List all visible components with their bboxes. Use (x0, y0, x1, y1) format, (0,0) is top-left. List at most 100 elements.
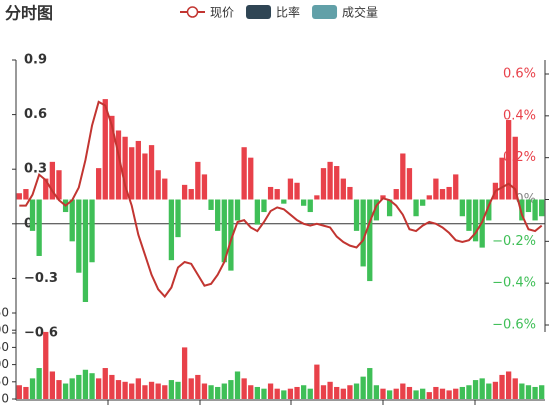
volume-bar (492, 381, 499, 399)
volume-bar (241, 378, 247, 399)
ratio-bar (168, 199, 175, 261)
volume-bar (221, 383, 227, 399)
ratio-bar (36, 199, 42, 256)
ratio-bar (148, 145, 155, 200)
ratio-bar (274, 189, 280, 200)
y2-tick-label: −0.2% (492, 234, 536, 249)
y2-tick-label: −0.4% (492, 276, 536, 291)
volume-bar (512, 378, 518, 399)
volume-bar (261, 388, 267, 399)
volume-bar (433, 386, 439, 399)
volume-bar (129, 383, 135, 399)
volume-bar (168, 380, 175, 399)
ratio-bar (294, 182, 300, 200)
volume-bar (281, 390, 287, 399)
legend-swatch (312, 5, 338, 19)
volume-bar (43, 331, 49, 399)
legend-marker (186, 6, 199, 18)
volume-bar (532, 386, 538, 399)
legend-label: 成交量 (342, 5, 378, 20)
ratio-bar (102, 99, 108, 200)
volume-tick-label: 50 (0, 374, 9, 388)
volume-bar (82, 369, 89, 399)
volume-bar (122, 381, 128, 399)
volume-bar (486, 383, 492, 399)
y-tick-label: 0.3 (24, 162, 47, 177)
volume-bar (102, 368, 108, 399)
volume-tick-label: 250 (0, 306, 9, 320)
ratio-bar (287, 178, 294, 200)
volume-bar (294, 386, 300, 399)
volume-tick-label: 150 (0, 340, 9, 354)
ratio-bar (261, 199, 267, 213)
volume-tick-label: 0 (1, 392, 9, 406)
ratio-bar (386, 199, 393, 217)
y-tick-label: 0.9 (24, 53, 47, 68)
ratio-bar (334, 166, 340, 200)
ratio-bar (373, 199, 380, 221)
ratio-bar (367, 199, 373, 282)
volume-bar (142, 385, 148, 399)
volume-bar (135, 378, 141, 399)
volume-bar (539, 385, 545, 399)
ratio-bar (234, 199, 241, 221)
ratio-bar (519, 199, 525, 221)
ratio-bar (505, 120, 512, 200)
volume-bar (181, 347, 188, 399)
ratio-bar (248, 157, 254, 200)
volume-bar (62, 383, 69, 399)
volume-bar (76, 374, 82, 399)
volume-bar (16, 385, 22, 399)
volume-bar (175, 381, 181, 399)
ratio-bar (208, 199, 214, 210)
ratio-bar (241, 147, 247, 200)
volume-bar (267, 383, 274, 399)
ratio-bar (76, 199, 82, 273)
volume-bar (109, 374, 115, 399)
ratio-bar (406, 168, 413, 200)
volume-bar (162, 385, 168, 399)
volume-bar (426, 392, 432, 399)
volume-bar (413, 390, 419, 399)
volume-bar (459, 386, 465, 399)
ratio-bar (162, 178, 168, 200)
ratio-bar (472, 199, 479, 242)
y2-tick-label: 0.6% (503, 67, 536, 82)
ratio-bar (439, 189, 446, 200)
ratio-bar (155, 170, 161, 200)
volume-tick-label: 100 (0, 357, 9, 371)
volume-bar (479, 378, 485, 399)
ratio-bar (486, 199, 492, 221)
volume-bar (314, 364, 320, 399)
ratio-bar (393, 189, 399, 200)
ratio-bar (142, 153, 148, 200)
y2-tick-label: 0.4% (503, 108, 536, 123)
ratio-bar (215, 199, 221, 231)
volume-bar (367, 368, 373, 399)
volume-bar (406, 386, 413, 399)
ratio-bar (433, 178, 439, 200)
ratio-bar (109, 115, 115, 200)
ratio-bar (307, 199, 313, 213)
ratio-bar (175, 199, 181, 238)
volume-bar (148, 381, 155, 399)
legend-label: 现价 (210, 6, 234, 20)
ratio-bar (195, 161, 201, 200)
ratio-bar (49, 161, 56, 200)
ratio-bar (69, 199, 75, 242)
volume-bar (307, 388, 313, 399)
volume-bar (519, 383, 525, 399)
volume-tick-label: 200 (0, 323, 9, 337)
volume-bar (525, 385, 532, 399)
volume-bar (215, 386, 221, 399)
ratio-bar (267, 186, 274, 200)
volume-bar (234, 371, 241, 399)
volume-bar (499, 374, 505, 399)
legend-swatch (246, 5, 272, 19)
ratio-bar (56, 170, 62, 200)
volume-bar (505, 371, 512, 399)
ratio-bar (453, 174, 459, 200)
ratio-bar (23, 189, 29, 200)
ratio-bar (29, 199, 36, 231)
